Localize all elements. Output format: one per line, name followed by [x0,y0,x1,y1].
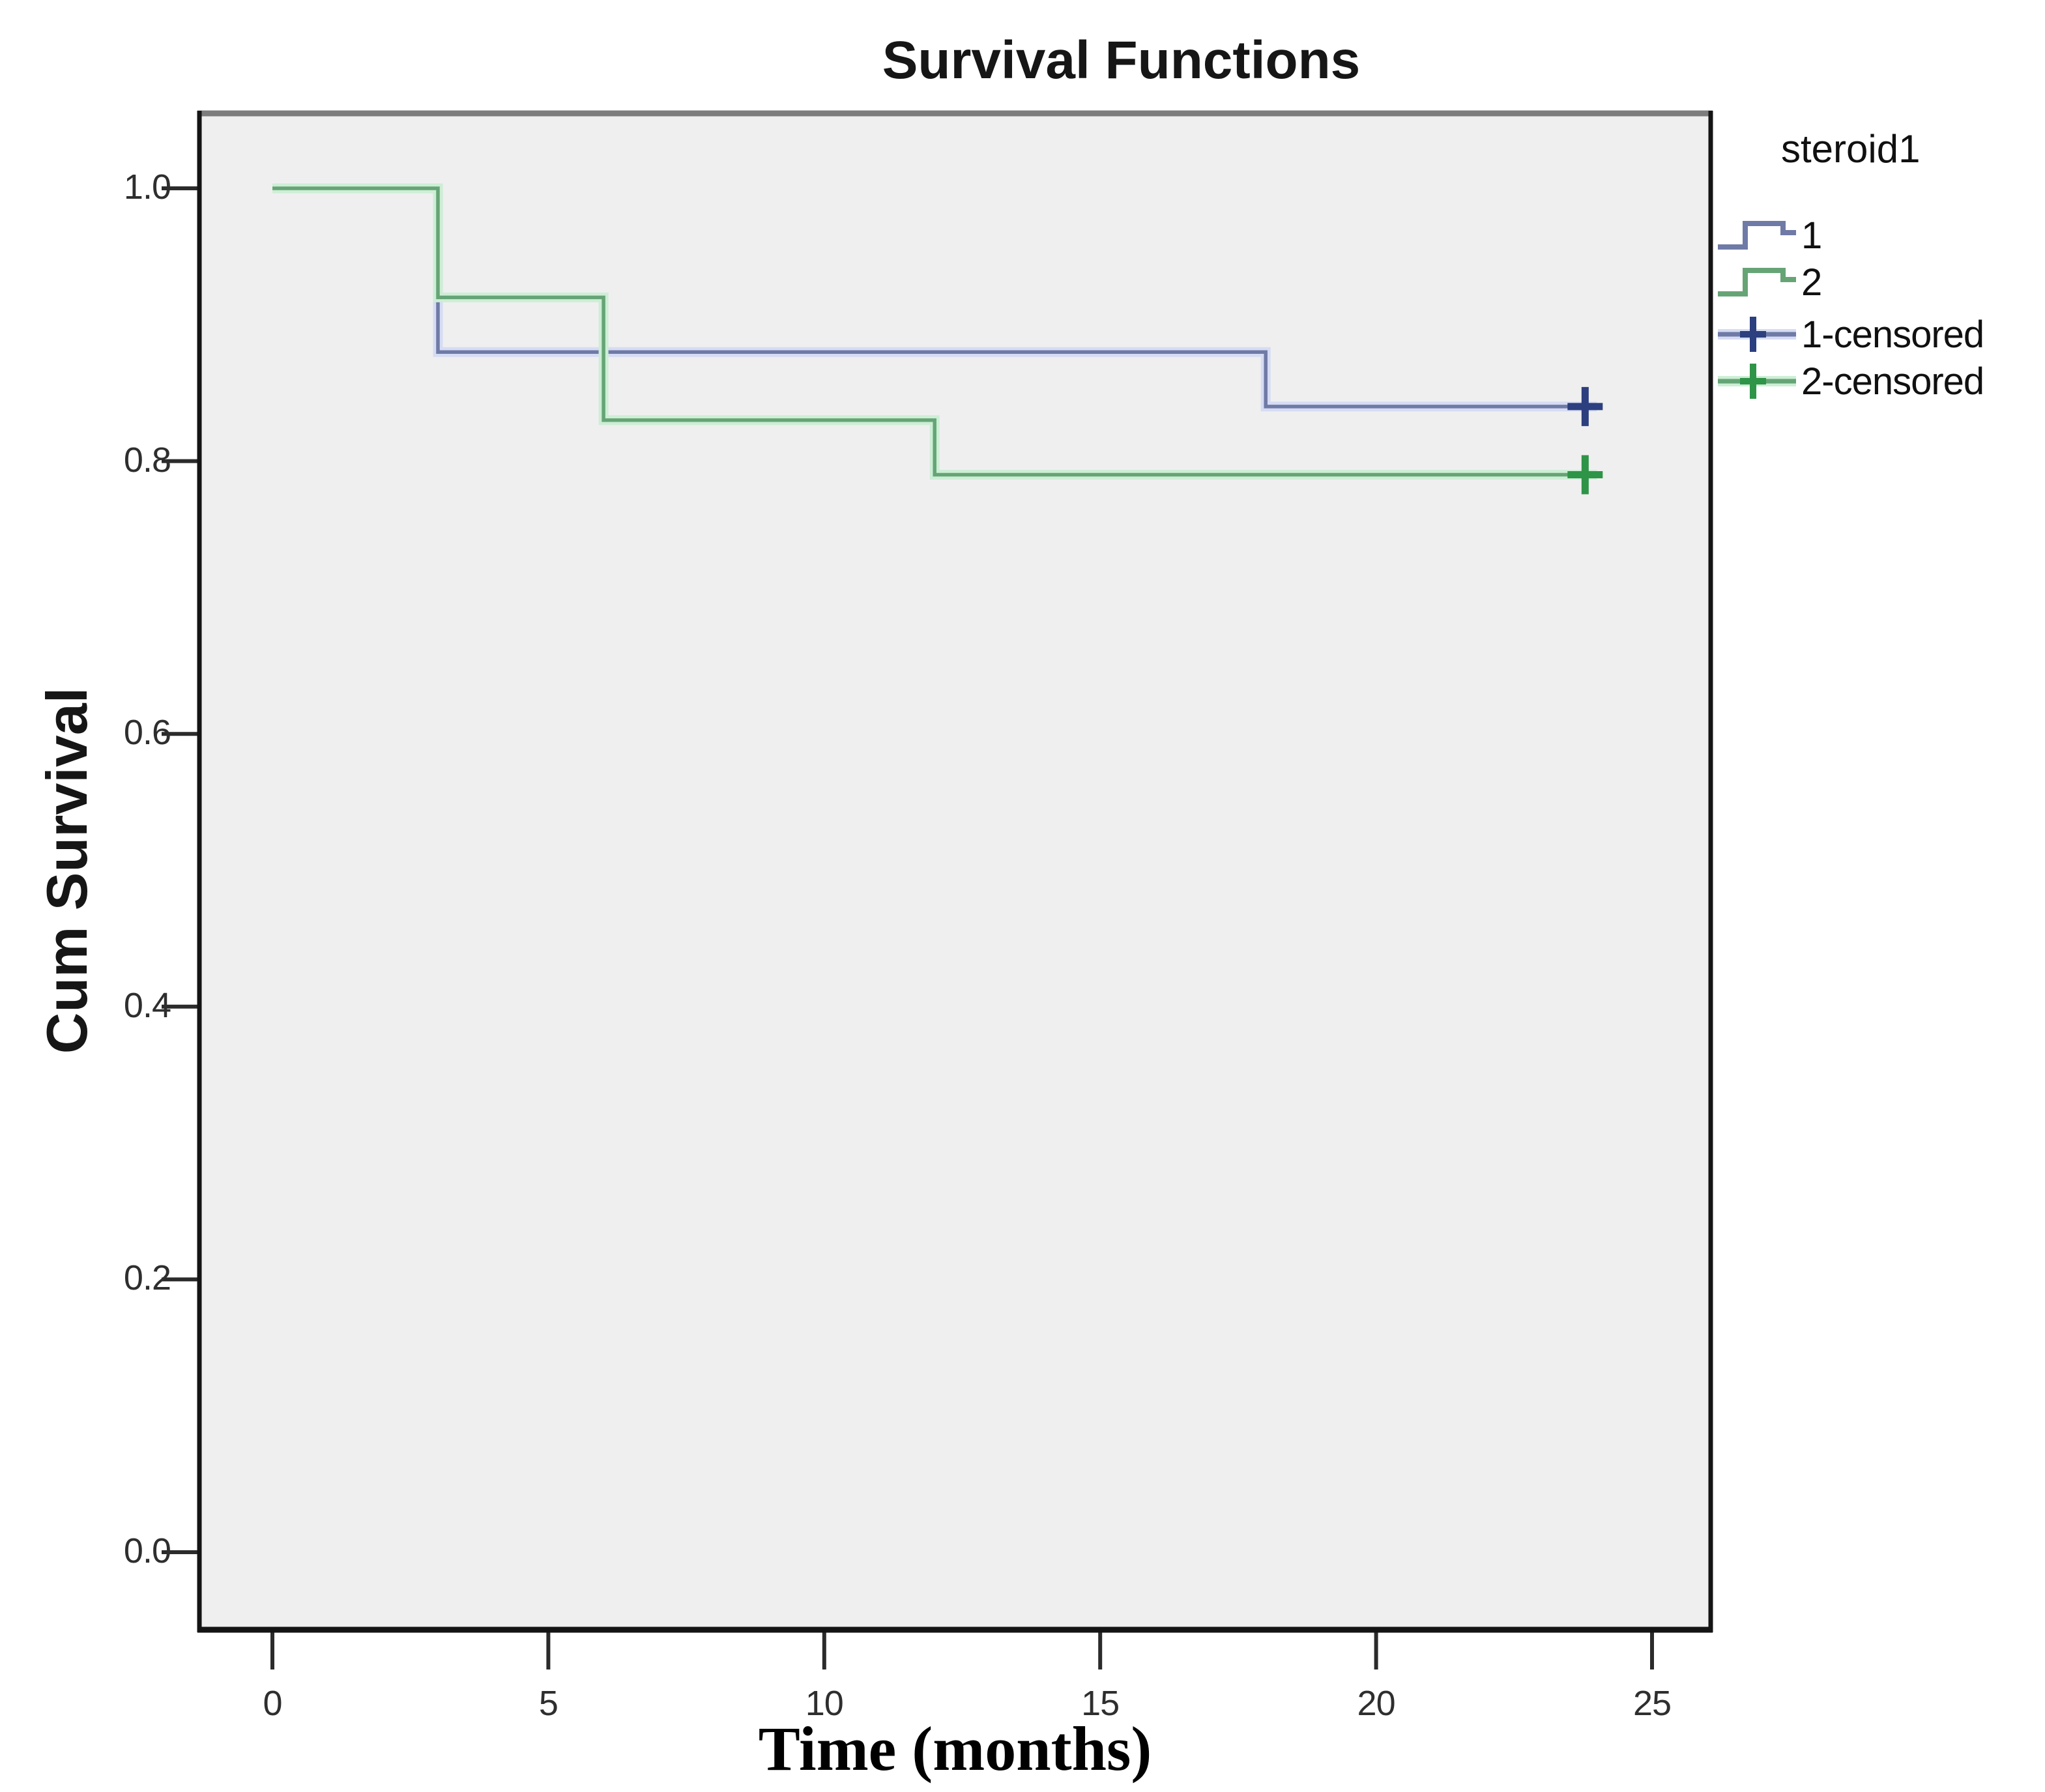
x-axis-title: Time (months) [758,1714,1152,1784]
y-tick-label: 1.0 [123,167,171,207]
survival-curve-2 [272,186,1597,477]
legend-title: steroid1 [1781,127,1921,171]
legend-item-group-2: 2 [1717,259,1822,306]
legend-item-label: 2 [1801,261,1822,304]
y-tick-label: 0.8 [123,440,171,480]
legend-item-label: 1-censored [1801,313,1984,356]
legend-item-group-2-censored: 2-censored [1717,358,1984,405]
x-tick-label: 25 [1632,1684,1672,1723]
y-tick-label: 0.6 [123,713,171,753]
x-tick-label: 20 [1357,1684,1396,1723]
x-tick-label: 5 [538,1684,558,1723]
legend-item-label: 2-censored [1801,360,1984,403]
censor-cross-icon [1718,364,1796,399]
y-tick-label: 0.0 [123,1531,171,1570]
chart-title: Survival Functions [882,31,1361,90]
plot-background [197,111,1713,1632]
x-tick-label: 15 [1081,1684,1120,1723]
legend-item-label: 1 [1801,214,1822,257]
y-axis-title: Cum Survival [35,687,99,1054]
step-line-icon [1718,221,1796,250]
legend-item-group-1-censored: 1-censored [1717,311,1984,358]
censor-cross-icon [1718,317,1796,352]
y-tick-label: 0.2 [123,1258,171,1298]
y-tick-label: 0.4 [123,985,171,1025]
x-tick-label: 0 [263,1684,282,1723]
x-tick-label: 10 [805,1684,844,1723]
step-line-icon [1718,268,1796,296]
legend-item-group-1: 1 [1717,212,1822,259]
